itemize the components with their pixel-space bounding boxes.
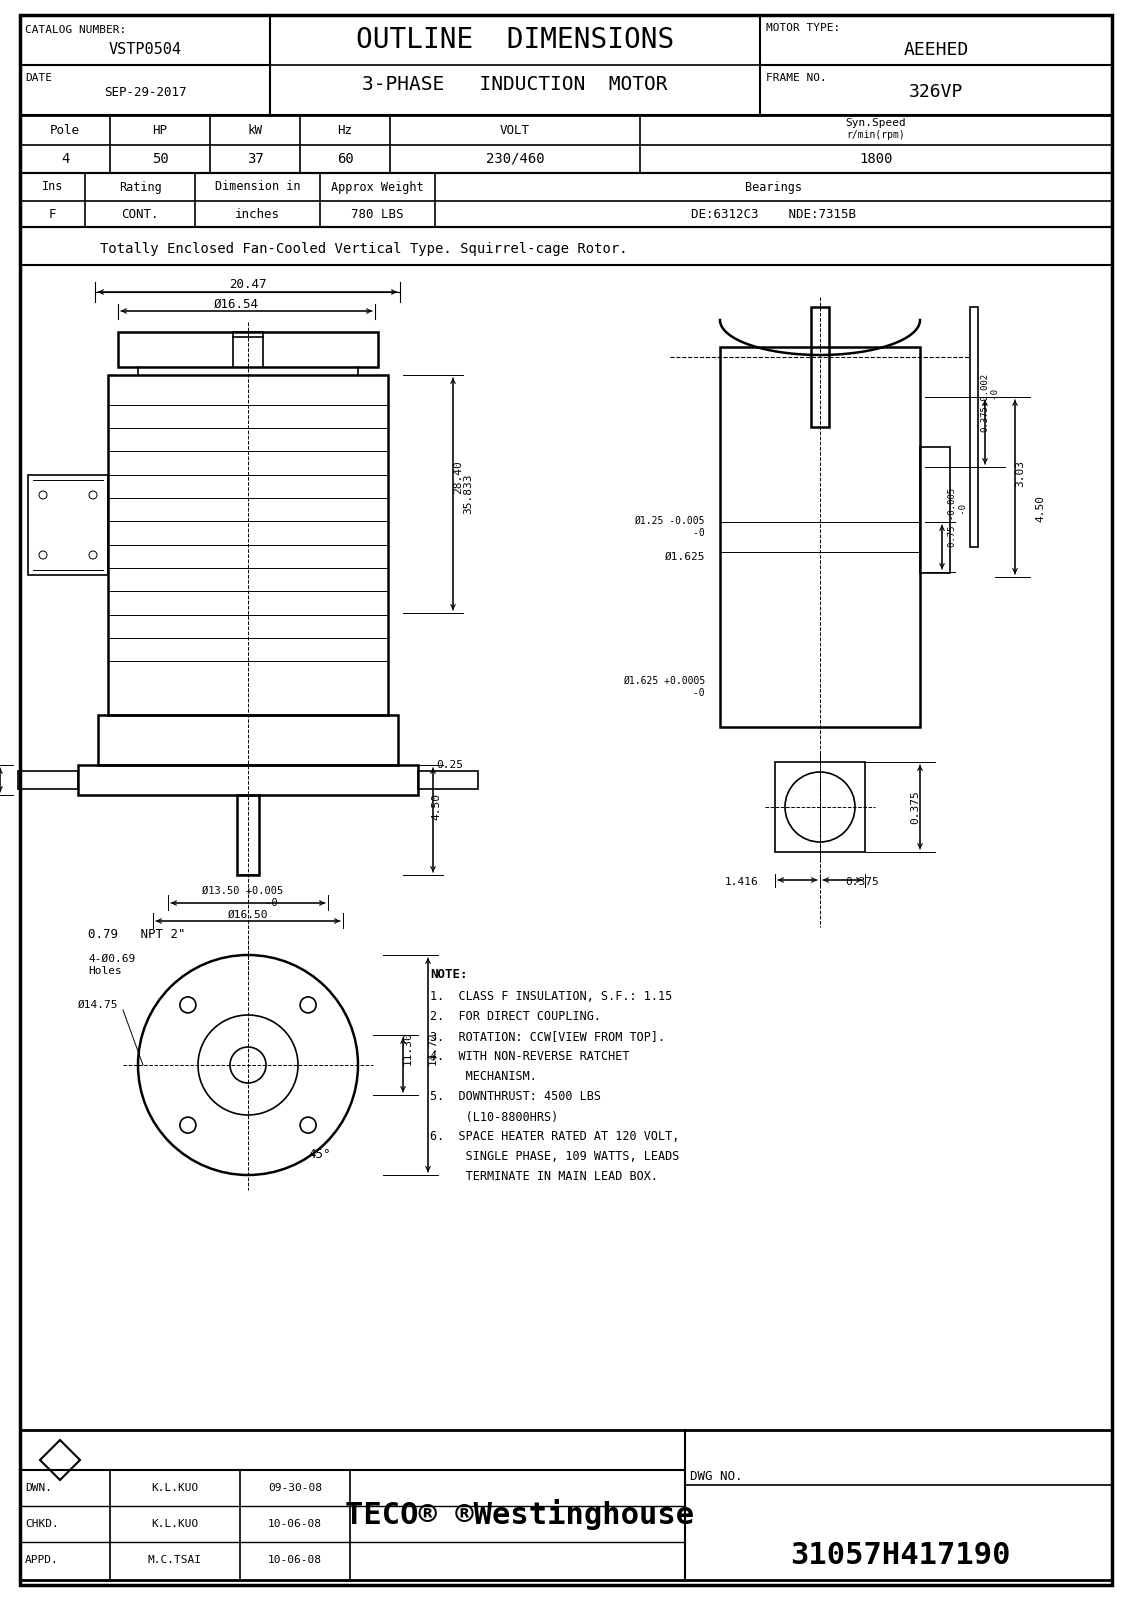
Text: Approx Weight: Approx Weight [332, 181, 423, 194]
Text: 3.03: 3.03 [1015, 461, 1024, 486]
Text: AEEHED: AEEHED [903, 42, 969, 59]
Text: 60: 60 [336, 152, 353, 166]
Bar [418, 771, 478, 789]
Text: DWN.: DWN. [25, 1483, 52, 1493]
Text: 14.72: 14.72 [428, 1032, 438, 1066]
Text: Dimension in: Dimension in [215, 181, 300, 194]
Text: 1.  CLASS F INSULATION, S.F.: 1.15: 1. CLASS F INSULATION, S.F.: 1.15 [430, 990, 672, 1003]
Text: 4.  WITH NON-REVERSE RATCHET: 4. WITH NON-REVERSE RATCHET [430, 1051, 629, 1064]
Text: 326VP: 326VP [909, 83, 963, 101]
Text: Ø1.625 +0.0005
         -0: Ø1.625 +0.0005 -0 [623, 677, 705, 698]
Text: CONT.: CONT. [121, 208, 158, 221]
Text: 0.75 -0.005
      -0: 0.75 -0.005 -0 [949, 488, 968, 547]
Bar [18, 771, 78, 789]
Text: Syn.Speed: Syn.Speed [846, 118, 907, 128]
Text: Pole: Pole [50, 123, 80, 136]
Text: 4.50: 4.50 [1035, 494, 1045, 522]
Text: SINGLE PHASE, 109 WATTS, LEADS: SINGLE PHASE, 109 WATTS, LEADS [430, 1150, 679, 1163]
Text: MOTOR TYPE:: MOTOR TYPE: [766, 22, 840, 34]
Text: Ø1.25 -0.005
        -0: Ø1.25 -0.005 -0 [635, 517, 705, 538]
Bar [78, 765, 418, 795]
Text: 0.375+0.002
      -0: 0.375+0.002 -0 [980, 373, 1000, 432]
Text: Ø1.625: Ø1.625 [664, 552, 705, 562]
Text: 31057H417190: 31057H417190 [790, 1541, 1010, 1570]
Text: K.L.KUO: K.L.KUO [152, 1518, 198, 1530]
Text: VSTP0504: VSTP0504 [109, 43, 181, 58]
Text: Ins: Ins [42, 181, 63, 194]
Text: SEP-29-2017: SEP-29-2017 [104, 85, 187, 99]
Text: TECO® ®Westinghouse: TECO® ®Westinghouse [345, 1499, 695, 1531]
Text: 45°: 45° [308, 1149, 331, 1162]
Text: Rating: Rating [119, 181, 162, 194]
Text: kW: kW [248, 123, 263, 136]
Text: 10-06-08: 10-06-08 [268, 1555, 321, 1565]
Text: MECHANISM.: MECHANISM. [430, 1070, 537, 1083]
Bar [108, 374, 388, 715]
Bar [775, 762, 865, 851]
Text: M.C.TSAI: M.C.TSAI [148, 1555, 201, 1565]
Text: 4-Ø0.69
Holes: 4-Ø0.69 Holes [88, 954, 135, 976]
Text: DE:6312C3    NDE:7315B: DE:6312C3 NDE:7315B [691, 208, 856, 221]
Text: Ø16.50: Ø16.50 [228, 910, 268, 920]
Text: DWG NO.: DWG NO. [691, 1470, 743, 1483]
Bar [237, 795, 259, 875]
Bar [920, 446, 950, 573]
Text: APPD.: APPD. [25, 1555, 59, 1565]
Bar [98, 715, 398, 765]
Bar [28, 475, 108, 574]
Text: 3.  ROTATION: CCW[VIEW FROM TOP].: 3. ROTATION: CCW[VIEW FROM TOP]. [430, 1030, 666, 1043]
Text: 0.25: 0.25 [436, 760, 463, 770]
Text: 2.  FOR DIRECT COUPLING.: 2. FOR DIRECT COUPLING. [430, 1011, 601, 1024]
Text: 28.40: 28.40 [453, 461, 463, 494]
Text: 0.375: 0.375 [844, 877, 878, 886]
Text: inches: inches [235, 208, 280, 221]
Bar [720, 347, 920, 726]
Text: K.L.KUO: K.L.KUO [152, 1483, 198, 1493]
Text: 4.50: 4.50 [431, 794, 441, 819]
Bar [811, 307, 829, 427]
Text: 10-06-08: 10-06-08 [268, 1518, 321, 1530]
Text: 0.375: 0.375 [910, 790, 920, 824]
Text: 780 LBS: 780 LBS [351, 208, 404, 221]
Bar [20, 115, 1112, 173]
Text: 230/460: 230/460 [486, 152, 544, 166]
Text: Hz: Hz [337, 123, 352, 136]
Text: FRAME NO.: FRAME NO. [766, 74, 826, 83]
Text: r/min(rpm): r/min(rpm) [847, 130, 906, 141]
Text: 0.79   NPT 2": 0.79 NPT 2" [88, 928, 186, 941]
Text: CATALOG NUMBER:: CATALOG NUMBER: [25, 26, 127, 35]
Text: 37: 37 [247, 152, 264, 166]
Text: Ø14.75: Ø14.75 [77, 1000, 118, 1010]
Text: 3-PHASE   INDUCTION  MOTOR: 3-PHASE INDUCTION MOTOR [362, 75, 668, 94]
Bar [20, 173, 1112, 227]
Text: 1.416: 1.416 [724, 877, 758, 886]
Text: CHKD.: CHKD. [25, 1518, 59, 1530]
Text: 35.833: 35.833 [463, 474, 473, 514]
Text: 1800: 1800 [859, 152, 893, 166]
Text: 4: 4 [61, 152, 69, 166]
Text: 20.47: 20.47 [229, 278, 266, 291]
Bar [20, 14, 1112, 115]
Text: DATE: DATE [25, 74, 52, 83]
Text: (L10-8800HRS): (L10-8800HRS) [430, 1110, 558, 1123]
Text: Totally Enclosed Fan-Cooled Vertical Type. Squirrel-cage Rotor.: Totally Enclosed Fan-Cooled Vertical Typ… [100, 242, 627, 256]
Text: Ø16.54: Ø16.54 [214, 298, 259, 310]
Text: 09-30-08: 09-30-08 [268, 1483, 321, 1493]
Text: VOLT: VOLT [500, 123, 530, 136]
Text: Bearings: Bearings [745, 181, 801, 194]
Text: TERMINATE IN MAIN LEAD BOX.: TERMINATE IN MAIN LEAD BOX. [430, 1171, 658, 1184]
Text: NOTE:: NOTE: [430, 968, 468, 981]
Text: Ø13.50 +0.005
         -0: Ø13.50 +0.005 -0 [203, 886, 284, 907]
Text: F: F [49, 208, 57, 221]
Text: HP: HP [153, 123, 168, 136]
Bar [20, 1430, 1112, 1581]
Text: 11.30: 11.30 [403, 1032, 413, 1066]
Text: 50: 50 [152, 152, 169, 166]
Text: 6.  SPACE HEATER RATED AT 120 VOLT,: 6. SPACE HEATER RATED AT 120 VOLT, [430, 1131, 679, 1144]
Text: 5.  DOWNTHRUST: 4500 LBS: 5. DOWNTHRUST: 4500 LBS [430, 1091, 601, 1104]
Bar [970, 307, 978, 547]
Bar [118, 333, 378, 366]
Text: OUTLINE  DIMENSIONS: OUTLINE DIMENSIONS [355, 26, 675, 54]
